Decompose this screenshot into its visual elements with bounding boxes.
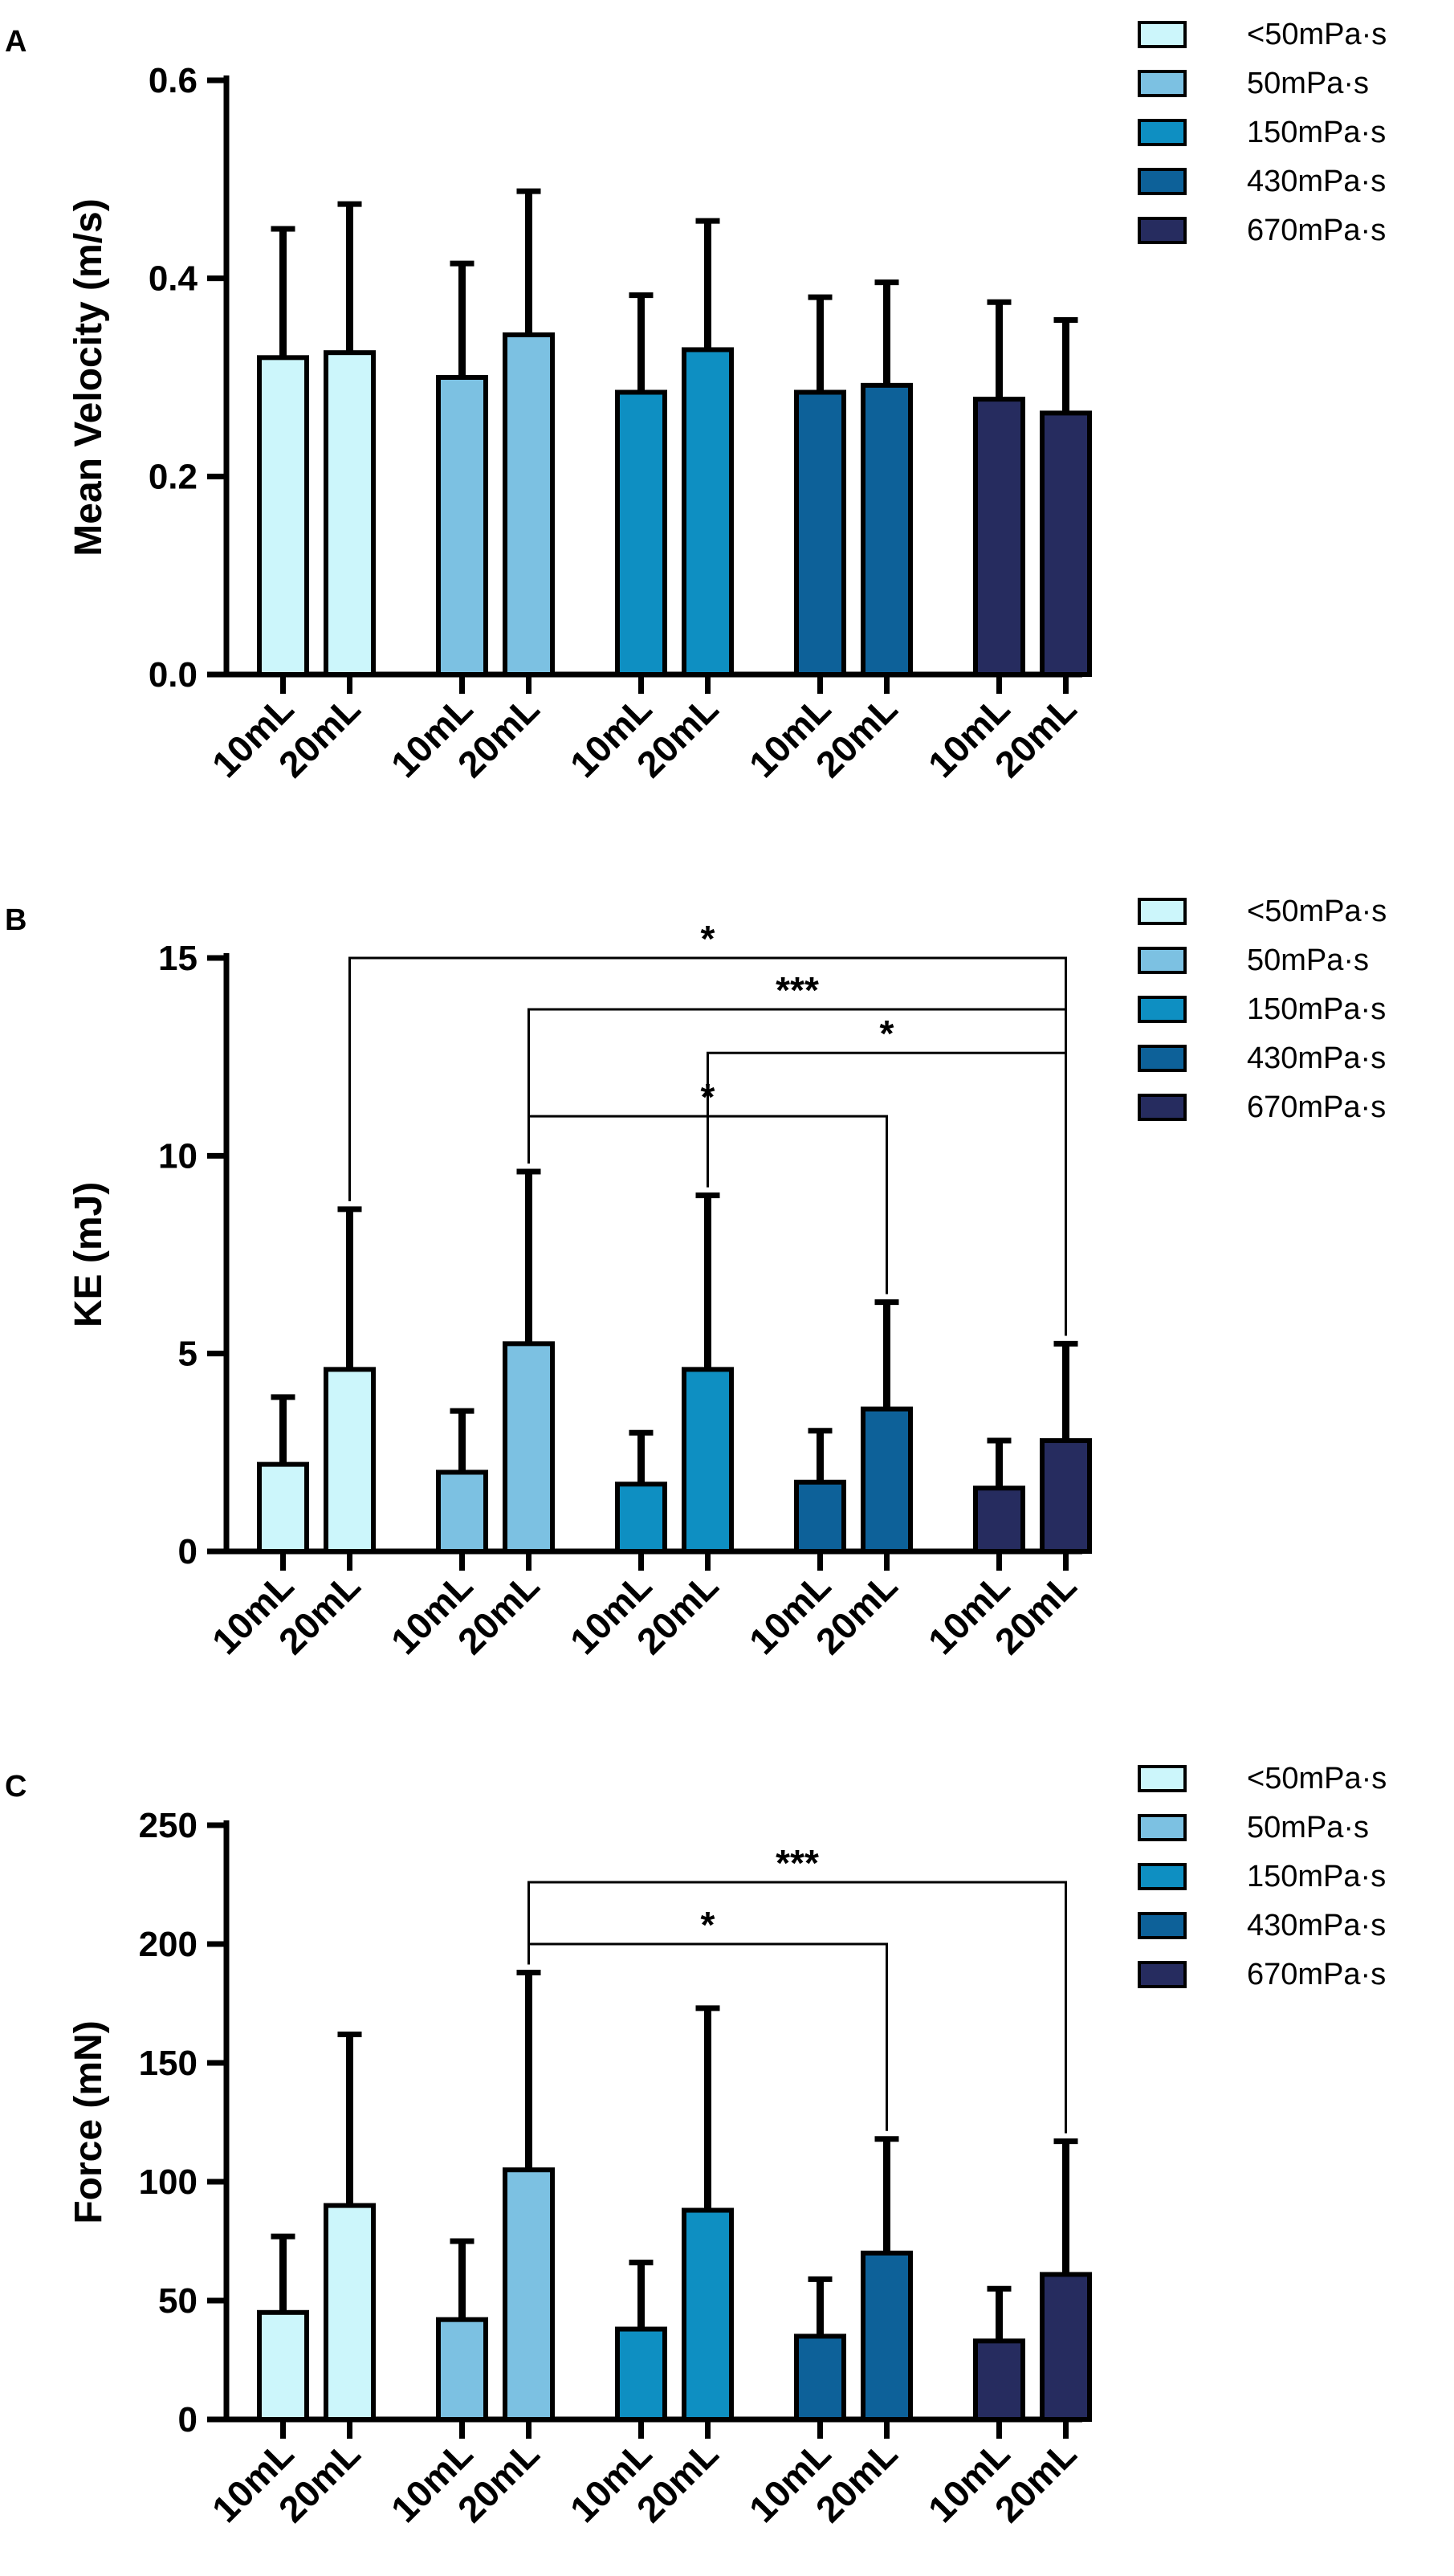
legend-swatch: [1138, 1863, 1187, 1890]
y-tick-label: 100: [139, 2162, 198, 2202]
y-tick-label: 0: [178, 1532, 198, 1571]
legend-label: <50mPa·s: [1247, 18, 1387, 51]
legend-label: 150mPa·s: [1247, 992, 1386, 1026]
bar: [682, 1367, 734, 1554]
legend-swatch: [1138, 21, 1187, 48]
bar: [861, 382, 913, 677]
significance-label: ***: [776, 969, 819, 1011]
y-tick-label: 10: [158, 1136, 198, 1176]
legend-swatch: [1138, 947, 1187, 974]
bar: [615, 1482, 667, 1555]
y-tick-label: 150: [139, 2044, 198, 2083]
y-tick-label: 200: [139, 1925, 198, 1964]
bar: [1040, 410, 1092, 678]
bar: [861, 2250, 913, 2423]
legend-label: <50mPa·s: [1247, 1762, 1387, 1795]
legend-label: 50mPa·s: [1247, 1811, 1369, 1844]
significance-label: *: [701, 1904, 715, 1946]
legend-swatch: [1138, 1814, 1187, 1841]
legend-label: 670mPa·s: [1247, 1958, 1386, 1991]
legend-label: 430mPa·s: [1247, 165, 1386, 198]
bar: [257, 1461, 309, 1554]
legend-swatch: [1138, 1094, 1187, 1121]
bar: [682, 347, 734, 677]
significance-label: ***: [776, 1842, 819, 1884]
legend-label: 430mPa·s: [1247, 1909, 1386, 1942]
bar: [794, 1479, 846, 1554]
y-tick-label: 0.4: [149, 259, 198, 299]
legend-swatch: [1138, 1765, 1187, 1792]
bar: [794, 389, 846, 677]
significance-bracket: [527, 1008, 1067, 1336]
significance-label: *: [701, 918, 715, 960]
legend-label: <50mPa·s: [1247, 895, 1387, 928]
bar: [503, 332, 555, 677]
significance-bracket: [527, 1115, 888, 1294]
significance-bracket: [527, 1881, 1067, 2134]
significance-bracket: [527, 1942, 888, 2131]
y-axis-title: KE (mJ): [67, 1182, 110, 1327]
legend-label: 150mPa·s: [1247, 1860, 1386, 1893]
panel-label: C: [5, 1770, 26, 1804]
legend-label: 670mPa·s: [1247, 214, 1386, 247]
bar: [324, 1367, 376, 1554]
bar: [615, 389, 667, 677]
legend-swatch: [1138, 70, 1187, 97]
bar: [503, 1341, 555, 1554]
legend-label: 50mPa·s: [1247, 67, 1369, 100]
y-axis-title: Force (mN): [67, 2020, 110, 2223]
bar: [436, 2317, 488, 2422]
bar: [973, 1486, 1025, 1555]
legend-label: 50mPa·s: [1247, 944, 1369, 977]
bar: [1040, 1438, 1092, 1555]
significance-label: *: [701, 1076, 715, 1118]
legend-swatch: [1138, 119, 1187, 146]
panel-label: B: [5, 903, 26, 937]
significance-bracket: [707, 1051, 1067, 1336]
y-tick-label: 0.2: [149, 457, 198, 496]
legend-label: 430mPa·s: [1247, 1041, 1386, 1075]
bar: [1040, 2272, 1092, 2422]
bar: [324, 2203, 376, 2423]
legend-swatch: [1138, 1961, 1187, 1988]
y-tick-label: 0.6: [149, 61, 198, 100]
bar: [503, 2167, 555, 2422]
y-tick-label: 50: [158, 2281, 198, 2321]
bar: [973, 2338, 1025, 2423]
legend-swatch: [1138, 217, 1187, 244]
bar: [973, 397, 1025, 677]
y-tick-label: 0.0: [149, 655, 198, 695]
legend-swatch: [1138, 168, 1187, 195]
bar: [682, 2207, 734, 2423]
legend-swatch: [1138, 1912, 1187, 1939]
bar: [436, 375, 488, 677]
bar: [794, 2333, 846, 2422]
y-axis-title: Mean Velocity (m/s): [67, 198, 110, 556]
bar: [615, 2326, 667, 2423]
y-tick-label: 5: [178, 1335, 198, 1374]
significance-label: *: [880, 1013, 894, 1054]
bar: [861, 1406, 913, 1555]
legend-swatch: [1138, 996, 1187, 1023]
legend-swatch: [1138, 898, 1187, 925]
legend-swatch: [1138, 1045, 1187, 1072]
y-tick-label: 0: [178, 2400, 198, 2439]
bar: [436, 1469, 488, 1555]
y-tick-label: 250: [139, 1806, 198, 1845]
legend-label: 670mPa·s: [1247, 1090, 1386, 1124]
bar: [257, 355, 309, 677]
bar: [257, 2309, 309, 2423]
bar: [324, 350, 376, 677]
panel-label: A: [5, 25, 26, 59]
legend-label: 150mPa·s: [1247, 116, 1386, 149]
y-tick-label: 15: [158, 939, 198, 978]
